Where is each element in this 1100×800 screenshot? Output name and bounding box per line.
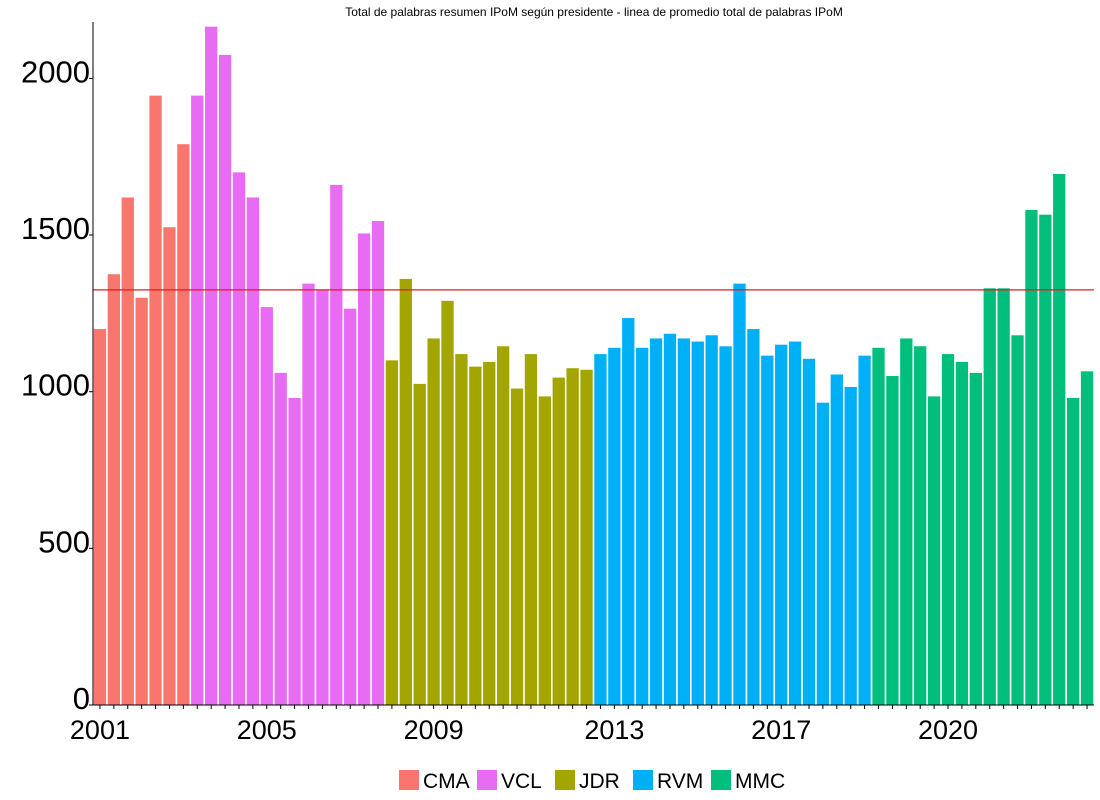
bars-group [93,26,1094,706]
bar-rvm-11 [747,329,760,705]
legend: CMA VCL JDR RVM MMC [399,770,785,793]
bar-vcl-8 [302,283,315,705]
legend-label-rvm: RVM [657,770,703,793]
bar-vcl-4 [246,197,260,705]
bar-jdr-4 [441,300,454,705]
bar-cma-5 [163,227,176,705]
y-tick-label: 1000 [21,368,90,403]
bar-rvm-6 [677,338,691,705]
legend-label-jdr: JDR [579,770,620,793]
bar-mmc-12 [1039,214,1052,705]
bar-jdr-8 [496,346,510,705]
x-tick-label: 2005 [237,715,297,745]
bar-vcl-5 [260,307,273,705]
legend-label-vcl: VCL [501,770,542,793]
x-tick-label: 2017 [751,715,811,745]
y-tick-label: 500 [38,524,90,559]
bar-vcl-13 [371,220,385,705]
legend-swatch-vcl [477,770,497,790]
bar-rvm-5 [663,333,677,705]
bar-rvm-14 [788,341,802,705]
axes-group: 0 500 1000 1500 2000 2001 2005 2009 2013 2017 2020 [21,22,1094,745]
bar-vcl-10 [330,184,343,706]
chart-title: Total de palabras resumen IPoM según pre… [345,5,843,19]
bar-vcl-1 [205,26,218,705]
bar-vcl-9 [316,289,329,705]
bar-jdr-0 [385,360,399,705]
bar-rvm-15 [802,358,816,705]
legend-swatch-cma [399,770,419,790]
legend-swatch-jdr [555,770,575,790]
bar-mmc-11 [1025,209,1038,706]
bar-vcl-0 [191,95,204,705]
bar-jdr-2 [413,383,426,705]
bar-rvm-18 [844,387,857,705]
x-tick-label: 2013 [584,715,644,745]
bar-rvm-8 [705,335,718,705]
bar-cma-3 [135,297,148,705]
bar-mmc-7 [969,372,982,705]
y-tick-label: 0 [73,681,90,716]
bar-mmc-15 [1080,371,1094,705]
legend-swatch-mmc [711,770,731,790]
bar-rvm-16 [816,402,830,705]
bar-mmc-13 [1053,173,1066,705]
bar-jdr-10 [524,354,538,705]
bar-mmc-6 [955,361,969,705]
bar-mmc-2 [900,338,913,705]
bar-mmc-5 [941,354,955,705]
bar-vcl-12 [357,233,371,706]
bar-rvm-7 [691,341,704,705]
bar-mmc-9 [997,288,1010,705]
bar-rvm-3 [636,347,649,705]
legend-label-cma: CMA [423,770,470,793]
bar-cma-0 [93,329,107,705]
bar-rvm-4 [649,338,663,705]
bar-cma-4 [149,95,162,705]
bar-cma-1 [107,274,120,705]
bar-mmc-10 [1011,335,1024,705]
bar-jdr-3 [427,338,440,705]
bar-rvm-19 [858,355,871,705]
y-tick-label: 1500 [21,211,90,246]
bar-vcl-2 [218,54,232,705]
bar-rvm-17 [830,374,843,705]
y-tick-label: 2000 [21,54,90,89]
bar-jdr-13 [566,368,579,705]
x-tick-label: 2020 [918,715,978,745]
bar-vcl-7 [288,397,301,705]
bar-rvm-0 [594,354,607,705]
bar-vcl-3 [232,172,246,705]
bar-jdr-11 [538,396,551,705]
bar-jdr-9 [510,388,524,705]
bar-rvm-1 [608,347,621,705]
bar-mmc-3 [914,346,927,705]
bar-vcl-11 [344,308,357,705]
x-tick-label: 2009 [404,715,464,745]
legend-label-mmc: MMC [735,770,785,793]
bar-jdr-14 [580,369,593,705]
bar-cma-2 [121,197,134,705]
bar-mmc-4 [927,396,941,705]
bar-jdr-1 [399,278,412,705]
bar-vcl-6 [274,372,287,705]
bar-mmc-14 [1066,397,1080,705]
bar-jdr-5 [455,354,468,705]
bar-rvm-10 [733,283,746,705]
bar-mmc-0 [872,347,885,705]
bar-rvm-2 [622,318,635,705]
bar-rvm-13 [775,344,788,705]
legend-swatch-rvm [633,770,653,790]
bar-rvm-12 [761,355,774,705]
bar-jdr-7 [483,361,496,705]
bar-cma-6 [177,144,190,705]
bar-jdr-12 [552,377,565,705]
x-tick-label: 2001 [70,715,130,745]
bar-mmc-8 [983,288,996,705]
bar-jdr-6 [469,366,482,705]
bar-mmc-1 [886,376,899,705]
bar-rvm-9 [719,346,732,705]
